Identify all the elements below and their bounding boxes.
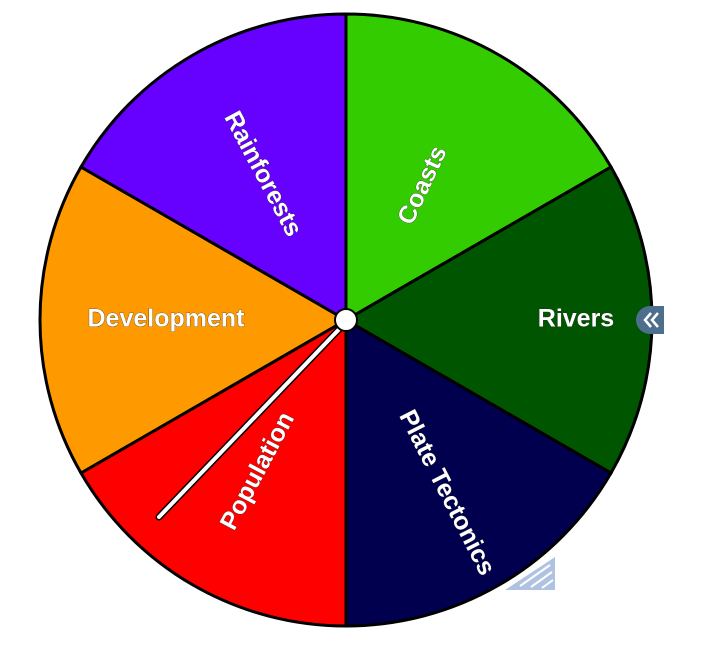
wheel-segment-population bbox=[78, 317, 348, 628]
wheel-segment-rainforests bbox=[78, 12, 348, 323]
wheel-segment-plate-tectonics bbox=[344, 317, 614, 628]
segment-label-rivers: Rivers bbox=[538, 305, 614, 333]
double-chevron-left-icon bbox=[643, 312, 659, 328]
spinner-pointer[interactable] bbox=[157, 320, 348, 519]
wheel-hub[interactable] bbox=[334, 308, 358, 332]
resize-grip-icon[interactable] bbox=[505, 557, 555, 590]
segment-label-development: Development bbox=[88, 305, 246, 333]
wheel-segments bbox=[38, 12, 654, 628]
collapse-panel-button[interactable] bbox=[636, 306, 664, 334]
wheel-segment-coasts bbox=[344, 12, 614, 323]
wheel-segment-development bbox=[38, 164, 350, 476]
